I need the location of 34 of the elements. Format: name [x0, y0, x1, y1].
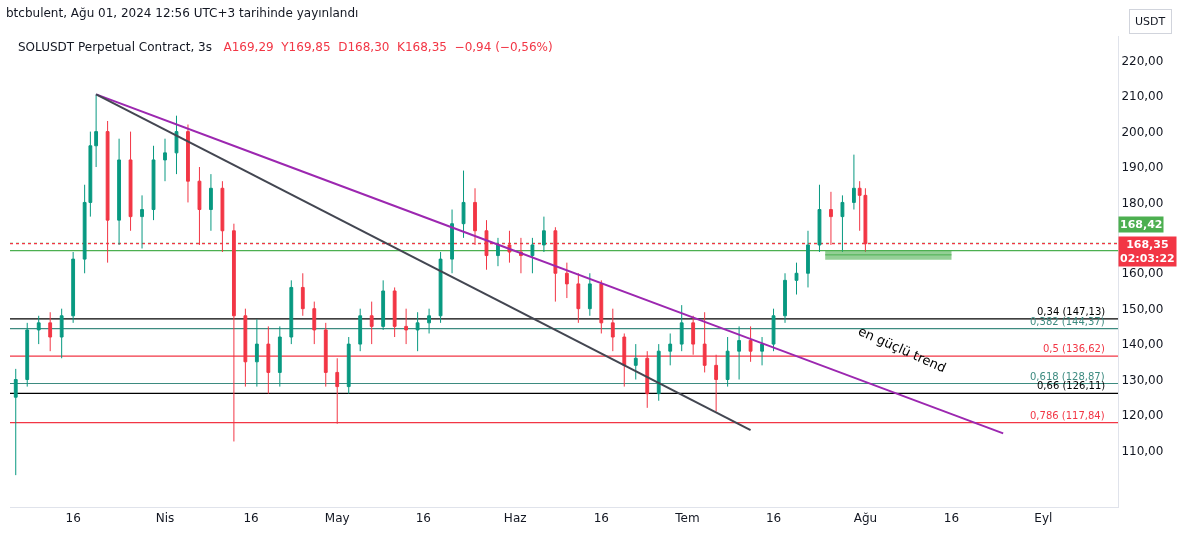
x-tick-label: Haz	[503, 511, 527, 526]
ref-line-label: 168,35 02:03:22	[1120, 238, 1175, 266]
ref-line-label: 0,618 (128,87)	[1030, 371, 1105, 382]
x-tick-label: Ağu	[853, 511, 878, 526]
ref-line-label: 0,34 (147,13)	[1037, 306, 1106, 317]
ref-line-label: 168,42	[1120, 218, 1163, 231]
x-tick-label: Nis	[155, 511, 175, 526]
ref-line-label: 0,5 (136,62)	[1043, 343, 1105, 354]
x-tick-label: 16	[593, 511, 609, 526]
x-tick-label: Eyl	[1034, 511, 1053, 526]
x-tick-label: Tem	[674, 511, 700, 526]
text: USDT	[1135, 15, 1166, 28]
y-tick-label: 110,00	[1121, 443, 1164, 458]
chart-title: SOLUSDT Perpetual Contract, 3s	[18, 40, 213, 54]
y-tick-label: 220,00	[1121, 53, 1164, 68]
y-tick-label: 200,00	[1121, 124, 1164, 139]
y-tick-label: 160,00	[1121, 266, 1164, 281]
y-tick-label: 150,00	[1121, 301, 1164, 316]
y-tick-label: 140,00	[1121, 337, 1164, 352]
y-tick-label: 130,00	[1121, 372, 1164, 387]
y-tick-label: 120,00	[1121, 408, 1164, 423]
x-tick-label: May	[324, 511, 350, 526]
y-tick-label: 190,00	[1121, 160, 1164, 175]
ref-line-label: 0,786 (117,84)	[1030, 410, 1105, 421]
y-tick-label: 210,00	[1121, 89, 1164, 104]
x-tick-label: 16	[415, 511, 431, 526]
x-tick-label: 16	[943, 511, 960, 526]
y-tick-label: 180,00	[1121, 195, 1164, 210]
chart-subtitle: A169,29 Y169,85 D168,30 K168,35 −0,94 (−0,56%)	[223, 40, 553, 54]
annotation: en güçlü trend	[855, 323, 949, 376]
x-tick-label: 16	[765, 511, 782, 526]
text: btcbulent, Ağu 01, 2024 12:56 UTC+3 tarihinde yayınlandı	[6, 6, 359, 20]
x-tick-label: 16	[65, 511, 81, 526]
x-tick-label: 16	[243, 511, 259, 526]
